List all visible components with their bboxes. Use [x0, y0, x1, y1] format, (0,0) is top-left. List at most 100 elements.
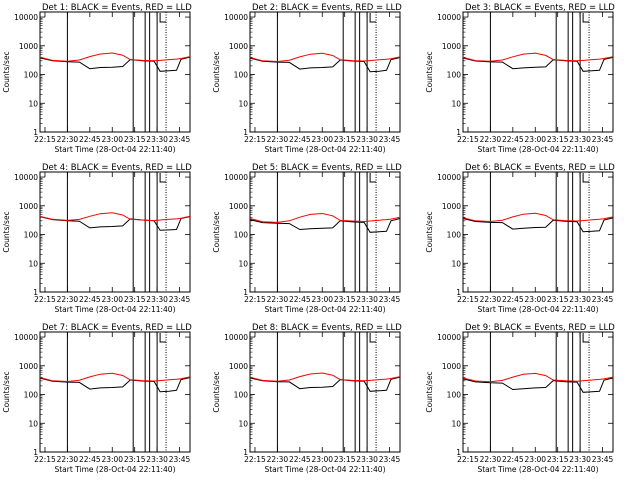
panel-title: Det 2: BLACK = Events, RED = LLD [252, 3, 402, 13]
y-tick-label: 1000 [19, 42, 38, 51]
y-axis-label: Counts/sec [212, 51, 221, 92]
x-tick-label: 23:15 [547, 295, 569, 304]
y-tick-label: 10 [238, 419, 248, 428]
x-tick-label: 22:45 [502, 135, 524, 144]
x-tick-label: 23:15 [547, 455, 569, 464]
series-events-line [462, 217, 614, 233]
plot-frame [462, 171, 614, 293]
y-tick-label: 1000 [229, 362, 248, 371]
x-tick-label: 23:00 [524, 455, 546, 464]
panel-title: Det 8: BLACK = Events, RED = LLD [252, 323, 402, 333]
plot-frame [39, 171, 191, 293]
series-events-line [462, 56, 614, 72]
x-tick-label: 23:15 [334, 455, 356, 464]
plot-frame [462, 331, 614, 453]
plot-frame [249, 331, 401, 453]
interval-bracket [369, 173, 377, 183]
x-tick-label: 23:15 [334, 295, 356, 304]
x-tick-label: 22:45 [79, 135, 101, 144]
x-tick-label: 23:30 [356, 455, 378, 464]
y-tick-label: 1000 [229, 42, 248, 51]
y-axis-label: Counts/sec [425, 211, 434, 252]
x-tick-label: 23:00 [101, 135, 123, 144]
y-tick-label: 10000 [14, 333, 38, 342]
y-tick-label: 10 [451, 419, 461, 428]
x-tick-label: 22:15 [457, 135, 479, 144]
y-tick-label: 10 [451, 259, 461, 268]
y-axis-label: Counts/sec [425, 371, 434, 412]
interval-bracket [159, 333, 167, 343]
y-tick-label: 1 [33, 448, 38, 457]
x-tick-label: 22:45 [289, 135, 311, 144]
x-tick-label: 23:00 [101, 295, 123, 304]
plot-frame [249, 11, 401, 133]
series-lld-line [249, 52, 401, 63]
plot-frame [249, 171, 401, 293]
y-axis-label: Counts/sec [212, 371, 221, 412]
x-tick-label: 22:45 [502, 455, 524, 464]
x-tick-label: 23:45 [592, 455, 614, 464]
x-tick-label: 22:45 [79, 295, 101, 304]
x-tick-label: 23:30 [146, 135, 168, 144]
y-tick-label: 10 [238, 99, 248, 108]
x-tick-label: 23:45 [169, 135, 191, 144]
y-tick-label: 10000 [224, 333, 248, 342]
panel-title: Det 9: BLACK = Events, RED = LLD [465, 323, 615, 333]
y-axis-label: Counts/sec [425, 51, 434, 92]
x-tick-label: 22:15 [34, 455, 56, 464]
series-events-line [39, 56, 191, 72]
panel-title: Det 5: BLACK = Events, RED = LLD [252, 163, 402, 173]
y-tick-label: 10000 [224, 173, 248, 182]
y-tick-label: 100 [24, 391, 39, 400]
x-tick-label: 22:15 [244, 295, 266, 304]
series-events-line [462, 377, 614, 393]
x-tick-label: 23:30 [356, 295, 378, 304]
y-tick-label: 1 [456, 128, 461, 137]
series-events-line [249, 218, 401, 233]
x-axis-label: Start Time (28-Oct-04 22:11:40) [54, 465, 175, 474]
y-axis-label: Counts/sec [2, 371, 11, 412]
x-axis-label: Start Time (28-Oct-04 22:11:40) [477, 465, 598, 474]
y-tick-label: 1000 [442, 362, 461, 371]
x-tick-label: 22:30 [57, 455, 79, 464]
y-tick-label: 1000 [19, 362, 38, 371]
y-tick-label: 10 [28, 419, 38, 428]
series-lld-line [462, 52, 614, 62]
x-tick-label: 23:30 [569, 295, 591, 304]
x-tick-label: 23:30 [356, 135, 378, 144]
x-tick-label: 22:30 [57, 135, 79, 144]
y-tick-label: 1000 [442, 202, 461, 211]
interval-bracket [582, 333, 590, 343]
series-lld-line [249, 372, 401, 382]
x-axis-label: Start Time (28-Oct-04 22:11:40) [264, 305, 385, 314]
y-tick-label: 10000 [14, 173, 38, 182]
series-lld-line [39, 52, 191, 62]
x-tick-label: 22:30 [480, 295, 502, 304]
x-tick-label: 23:45 [169, 455, 191, 464]
y-tick-label: 10 [451, 99, 461, 108]
interval-bracket [369, 13, 377, 23]
y-tick-label: 1 [33, 288, 38, 297]
plot-frame [462, 11, 614, 133]
det-panel-7: Det 7: BLACK = Events, RED = LLD 1 10 100 10… [2, 323, 192, 474]
y-tick-label: 100 [24, 71, 39, 80]
y-axis-label: Counts/sec [212, 211, 221, 252]
x-axis-label: Start Time (28-Oct-04 22:11:40) [264, 465, 385, 474]
panel-title: Det 7: BLACK = Events, RED = LLD [42, 323, 192, 333]
x-tick-label: 22:30 [480, 455, 502, 464]
series-lld-line [249, 212, 401, 223]
y-tick-label: 1 [243, 448, 248, 457]
x-tick-label: 22:30 [267, 295, 289, 304]
det-panel-6: Det 6: BLACK = Events, RED = LLD 1 10 100 10… [425, 163, 615, 314]
plot-frame [39, 331, 191, 453]
x-tick-label: 23:00 [311, 455, 333, 464]
x-tick-label: 22:15 [244, 455, 266, 464]
x-axis-label: Start Time (28-Oct-04 22:11:40) [54, 305, 175, 314]
x-axis-label: Start Time (28-Oct-04 22:11:40) [264, 145, 385, 154]
panel-title: Det 6: BLACK = Events, RED = LLD [465, 163, 615, 173]
y-tick-label: 10000 [437, 333, 461, 342]
y-tick-label: 1 [456, 288, 461, 297]
y-tick-label: 1 [243, 128, 248, 137]
interval-bracket [159, 13, 167, 23]
y-tick-label: 1000 [19, 202, 38, 211]
